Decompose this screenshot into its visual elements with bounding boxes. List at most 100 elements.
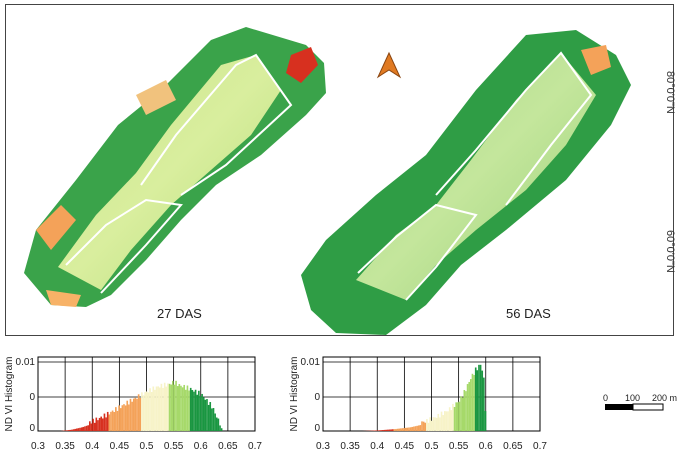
histogram-bar — [128, 404, 130, 431]
histogram-bar — [162, 387, 164, 431]
x-tick-label: 0.5 — [140, 441, 154, 452]
histogram-bar — [186, 385, 189, 431]
x-tick-label: 0.35 — [55, 441, 75, 452]
map-56-das — [301, 30, 631, 335]
histogram-bar — [93, 422, 96, 431]
histogram-bar — [422, 421, 425, 431]
histogram-bar — [95, 417, 98, 431]
histogram-bar — [158, 387, 161, 431]
north-arrow — [376, 51, 402, 79]
histogram-56-das: 0.3 0.35 0.4 0.45 0.5 0.55 0.6 0.65 0.7 0.01 0 0 ND … — [289, 356, 547, 452]
map-frame: 27 DAS 56 DAS 80°0'0"N 60°0'0"N — [5, 4, 676, 336]
histogram-bar — [478, 364, 480, 431]
histogram-bar — [411, 426, 414, 431]
histogram-bar — [424, 422, 427, 431]
histogram-bar — [414, 426, 417, 431]
histogram-bar — [413, 426, 415, 431]
histogram-bar — [207, 404, 210, 431]
histogram-bar — [72, 429, 75, 431]
label-27-das: 27 DAS — [157, 306, 202, 321]
histogram-bar — [406, 427, 409, 431]
histogram-bar — [219, 425, 221, 431]
map-27-orange-patch-2 — [46, 290, 81, 307]
histogram-bar — [77, 428, 80, 431]
histogram-bar — [189, 387, 192, 431]
histogram-bar — [403, 428, 405, 431]
x-tick-label: 0.35 — [340, 441, 360, 452]
histogram-bar — [447, 411, 449, 431]
histogram-bar — [435, 417, 438, 431]
histogram-bar — [102, 418, 104, 431]
histogram-bar — [215, 417, 218, 431]
histogram-bar — [395, 428, 397, 431]
histogram-bar — [103, 413, 106, 431]
histogram-bar — [452, 403, 454, 431]
histogram-bar — [139, 398, 142, 431]
histogram-bar — [188, 390, 190, 431]
histogram-bar — [144, 392, 146, 431]
histogram-bar — [181, 387, 184, 431]
label-56-das: 56 DAS — [506, 306, 551, 321]
histogram-bar — [199, 396, 202, 431]
histogram-bar — [479, 364, 482, 431]
histogram-bar — [167, 383, 169, 431]
histogram-bar — [442, 415, 444, 431]
histogram-bar — [105, 417, 107, 431]
y-tick-label: 0.01 — [16, 357, 36, 368]
histogram-bar — [443, 411, 446, 431]
histogram-bar — [220, 428, 223, 431]
histogram-bar — [440, 411, 443, 431]
histogram-bar — [470, 379, 472, 431]
x-tick-label: 0.4 — [85, 441, 99, 452]
histogram-bar — [155, 386, 158, 431]
histogram-bar — [193, 391, 195, 431]
coord-label-top: 80°0'0"N — [664, 71, 676, 114]
histogram-bar — [417, 425, 420, 431]
x-tick-label: 0.55 — [449, 441, 469, 452]
histogram-bar — [132, 398, 135, 431]
x-tick-label: 0.7 — [248, 441, 262, 452]
histogram-bar — [461, 397, 464, 431]
histogram-bar — [416, 425, 418, 431]
histogram-bar — [178, 383, 181, 431]
histogram-bar — [142, 395, 145, 431]
histogram-bar — [209, 402, 212, 431]
coord-label-bottom: 60°0'0"N — [664, 230, 676, 273]
x-tick-label: 0.5 — [425, 441, 439, 452]
histogram-bar — [419, 425, 422, 431]
histogram-bar — [97, 420, 99, 431]
histogram-bar — [80, 427, 83, 431]
histogram-bar — [145, 391, 148, 431]
histogram-bar — [66, 430, 68, 431]
y-axis-label: ND VI Histogram — [289, 356, 300, 431]
histogram-bar — [191, 390, 194, 431]
histogram-bar — [393, 429, 396, 431]
histogram-bar — [206, 399, 208, 431]
scale-label-200: 200 m — [652, 393, 677, 403]
x-tick-label: 0.45 — [110, 441, 130, 452]
histogram-bar — [198, 390, 200, 431]
histogram-bar — [214, 413, 216, 431]
x-tick-label: 0.65 — [218, 441, 238, 452]
histogram-bar — [194, 389, 197, 431]
histogram-bar — [110, 411, 112, 431]
histogram-bar — [401, 428, 404, 431]
histogram-bar — [98, 417, 101, 431]
histogram-bar — [131, 401, 133, 431]
histogram-bar — [126, 400, 129, 431]
histogram-bar — [111, 410, 114, 431]
histogram-27-das: 0.3 0.35 0.4 0.45 0.5 0.55 0.6 0.65 0.7 0.01 0 0 ND … — [4, 356, 262, 452]
histogram-bar — [180, 385, 182, 431]
histogram-bar — [163, 382, 166, 431]
histogram-bar — [79, 427, 81, 431]
histogram-bar — [432, 417, 435, 431]
map-56-orange-patch — [581, 45, 611, 75]
histogram-bar — [455, 402, 457, 431]
histogram-bar — [383, 429, 386, 431]
histogram-bar — [100, 416, 103, 431]
histogram-bar — [67, 430, 70, 431]
histogram-bar — [427, 422, 430, 431]
histogram-bar — [168, 383, 171, 431]
histogram-bar — [212, 408, 215, 431]
histogram-bar — [385, 429, 388, 431]
